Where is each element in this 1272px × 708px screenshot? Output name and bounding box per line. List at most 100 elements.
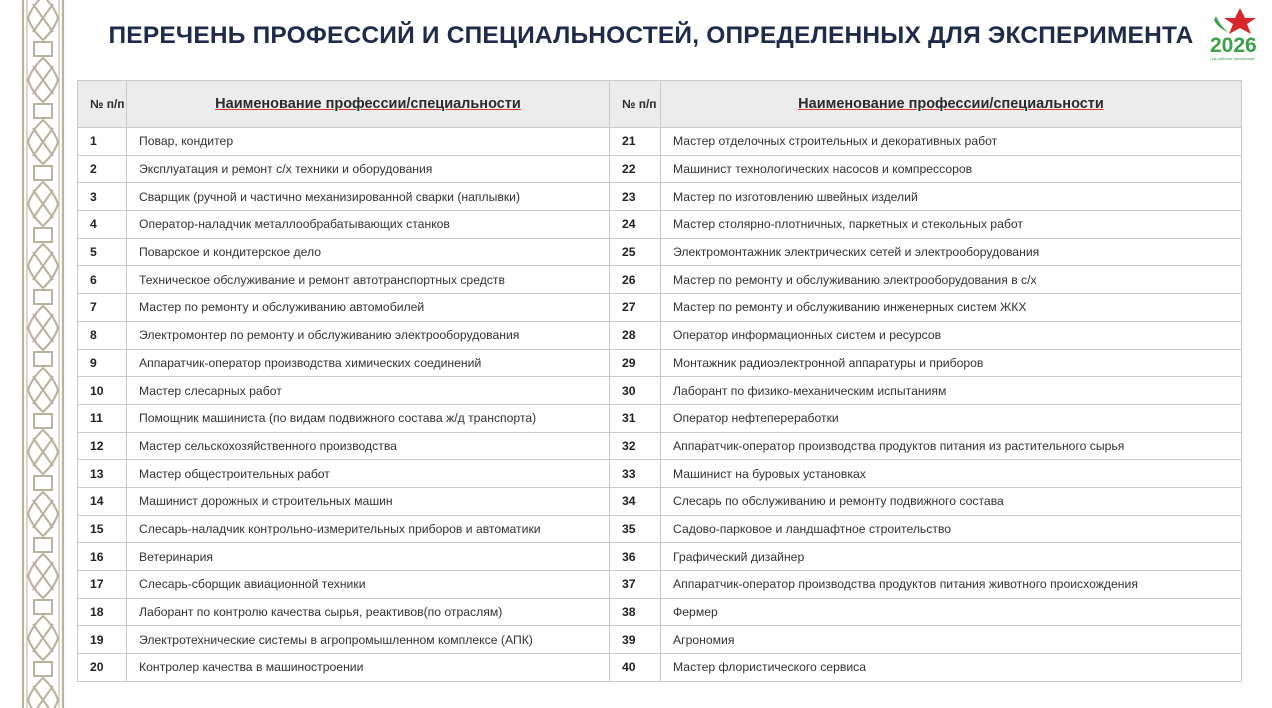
table-row: 14 Машинист дорожных и строительных машин…: [77, 486, 1242, 516]
row-number: 7: [77, 293, 127, 322]
table-row: 19 Электротехнические системы в агропромы…: [77, 625, 1242, 655]
profession-name: Агрономия: [660, 625, 1242, 655]
profession-name: Машинист технологических насосов и компр…: [660, 154, 1242, 184]
decorative-border-ornament: [21, 0, 65, 708]
profession-name: Мастер слесарных работ: [126, 376, 610, 405]
profession-name: Мастер по изготовлению швейных изделий: [660, 182, 1242, 212]
profession-name: Аппаратчик-оператор производства химичес…: [126, 348, 610, 378]
profession-name: Электротехнические системы в агропромышл…: [126, 625, 610, 655]
profession-name: Мастер по ремонту и обслуживанию автомоб…: [126, 293, 610, 322]
row-number: 4: [77, 210, 127, 239]
profession-name: Слесарь-наладчик контрольно-измерительны…: [126, 514, 610, 544]
column-header-name: Наименование профессии/специальности: [660, 80, 1242, 128]
table-row: 2 Эксплуатация и ремонт с/х техники и обо…: [77, 154, 1242, 184]
table-row: 11 Помощник машиниста (по видам подвижног…: [77, 403, 1242, 433]
profession-name: Ветеринария: [126, 542, 610, 571]
table-row: 7 Мастер по ремонту и обслуживанию автомо…: [77, 293, 1242, 322]
row-number: 30: [609, 376, 661, 405]
row-number: 33: [609, 459, 661, 488]
profession-name: Мастер сельскохозяйственного производств…: [126, 431, 610, 461]
profession-name: Электромонтер по ремонту и обслуживанию …: [126, 320, 610, 350]
row-number: 38: [609, 597, 661, 627]
table-row: 17 Слесарь-сборщик авиационной техники 37 А…: [77, 570, 1242, 599]
table-row: 13 Мастер общестроительных работ 33 Машинис…: [77, 459, 1242, 488]
row-number: 8: [77, 320, 127, 350]
profession-name: Сварщик (ручной и частично механизирован…: [126, 182, 610, 212]
profession-name: Контролер качества в машиностроении: [126, 653, 610, 682]
row-number: 5: [77, 237, 127, 267]
profession-name: Машинист дорожных и строительных машин: [126, 486, 610, 516]
row-number: 21: [609, 127, 661, 156]
profession-name: Оператор-наладчик металлообрабатывающих …: [126, 210, 610, 239]
row-number: 32: [609, 431, 661, 461]
table-row: 10 Мастер слесарных работ 30 Лаборант по фи…: [77, 376, 1242, 405]
row-number: 40: [609, 653, 661, 682]
row-number: 29: [609, 348, 661, 378]
profession-name: Мастер общестроительных работ: [126, 459, 610, 488]
column-header-number: № п/п: [609, 80, 661, 128]
profession-name: Графический дизайнер: [660, 542, 1242, 571]
profession-name: Аппаратчик-оператор производства продукт…: [660, 431, 1242, 461]
row-number: 17: [77, 570, 127, 599]
star-emblem-icon: [1214, 8, 1256, 34]
row-number: 16: [77, 542, 127, 571]
row-number: 2: [77, 154, 127, 184]
row-number: 34: [609, 486, 661, 516]
row-number: 12: [77, 431, 127, 461]
profession-name: Слесарь-сборщик авиационной техники: [126, 570, 610, 599]
row-number: 6: [77, 265, 127, 295]
row-number: 14: [77, 486, 127, 516]
profession-name: Электромонтажник электрических сетей и э…: [660, 237, 1242, 267]
table-row: 9 Аппаратчик-оператор производства химиче…: [77, 348, 1242, 378]
table-row: 3 Сварщик (ручной и частично механизирова…: [77, 182, 1242, 212]
table-row: 5 Поварское и кондитерское дело 25 Электром…: [77, 237, 1242, 267]
profession-name: Слесарь по обслуживанию и ремонту подвиж…: [660, 486, 1242, 516]
column-header-number: № п/п: [77, 80, 127, 128]
profession-name: Мастер по ремонту и обслуживанию инженер…: [660, 293, 1242, 322]
row-number: 31: [609, 403, 661, 433]
row-number: 27: [609, 293, 661, 322]
table-row: 6 Техническое обслуживание и ремонт автот…: [77, 265, 1242, 295]
table-row: 1 Повар, кондитер 21 Мастер отделочных стро…: [77, 127, 1242, 156]
profession-name: Аппаратчик-оператор производства продукт…: [660, 570, 1242, 599]
column-header-name: Наименование профессии/специальности: [126, 80, 610, 128]
profession-name: Мастер по ремонту и обслуживанию электро…: [660, 265, 1242, 295]
page-title: ПЕРЕЧЕНЬ ПРОФЕССИЙ И СПЕЦИАЛЬНОСТЕЙ, ОПР…: [108, 22, 1194, 49]
table-row: 4 Оператор-наладчик металлообрабатывающих…: [77, 210, 1242, 239]
row-number: 20: [77, 653, 127, 682]
profession-name: Мастер флористического сервиса: [660, 653, 1242, 682]
row-number: 23: [609, 182, 661, 212]
row-number: 35: [609, 514, 661, 544]
profession-name: Повар, кондитер: [126, 127, 610, 156]
profession-name: Техническое обслуживание и ремонт автотр…: [126, 265, 610, 295]
row-number: 26: [609, 265, 661, 295]
row-number: 1: [77, 127, 127, 156]
row-number: 25: [609, 237, 661, 267]
row-number: 13: [77, 459, 127, 488]
row-number: 18: [77, 597, 127, 627]
table-row: 20 Контролер качества в машиностроении 40 М…: [77, 653, 1242, 682]
row-number: 15: [77, 514, 127, 544]
table-row: 15 Слесарь-наладчик контрольно-измеритель…: [77, 514, 1242, 544]
row-number: 39: [609, 625, 661, 655]
profession-name: Оператор нефтепереработки: [660, 403, 1242, 433]
profession-name: Поварское и кондитерское дело: [126, 237, 610, 267]
row-number: 3: [77, 182, 127, 212]
profession-name: Лаборант по физико-механическим испытани…: [660, 376, 1242, 405]
table-row: 18 Лаборант по контролю качества сырья, р…: [77, 597, 1242, 627]
profession-name: Эксплуатация и ремонт с/х техники и обор…: [126, 154, 610, 184]
profession-name: Мастер отделочных строительных и декорат…: [660, 127, 1242, 156]
year-of-professions-logo: 2026 Год рабочих профессий: [1208, 4, 1268, 76]
professions-table: № п/п Наименование профессии/специальнос…: [77, 80, 1242, 682]
row-number: 36: [609, 542, 661, 571]
profession-name: Помощник машиниста (по видам подвижного …: [126, 403, 610, 433]
table-row: 8 Электромонтер по ремонту и обслуживанию…: [77, 320, 1242, 350]
profession-name: Садово-парковое и ландшафтное строительс…: [660, 514, 1242, 544]
profession-name: Оператор информационных систем и ресурсо…: [660, 320, 1242, 350]
row-number: 9: [77, 348, 127, 378]
row-number: 37: [609, 570, 661, 599]
profession-name: Мастер столярно-плотничных, паркетных и …: [660, 210, 1242, 239]
profession-name: Монтажник радиоэлектронной аппаратуры и …: [660, 348, 1242, 378]
profession-name: Лаборант по контролю качества сырья, реа…: [126, 597, 610, 627]
row-number: 19: [77, 625, 127, 655]
